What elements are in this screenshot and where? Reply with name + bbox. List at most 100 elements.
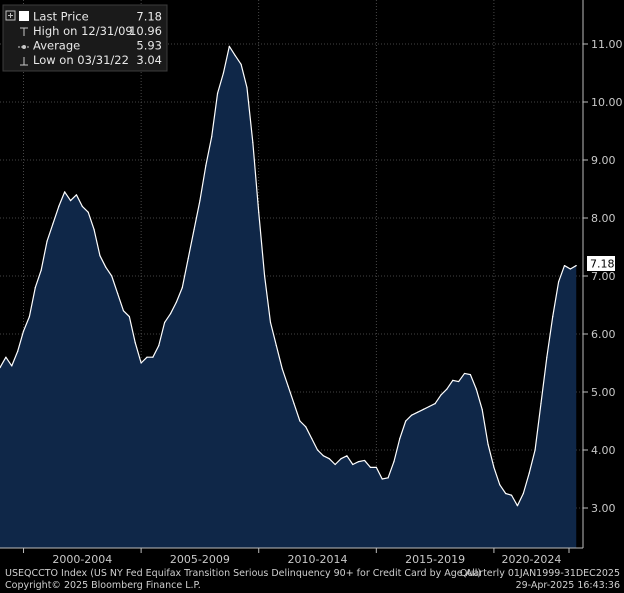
legend-high-value: 10.96 <box>129 24 162 38</box>
data-point <box>499 484 501 486</box>
data-point <box>134 342 136 344</box>
data-point <box>211 136 213 138</box>
footer-copyright: Copyright© 2025 Bloomberg Finance L.P. <box>5 580 201 591</box>
data-point <box>558 281 560 283</box>
y-tick-label: 3.00 <box>591 502 616 515</box>
data-point <box>375 466 377 468</box>
x-tick-label: 2005-2009 <box>170 553 230 566</box>
data-point <box>563 264 566 267</box>
data-point <box>328 458 330 460</box>
data-point <box>111 275 113 277</box>
data-point <box>516 505 519 507</box>
data-point <box>152 356 154 358</box>
area-fill <box>0 46 577 548</box>
data-point <box>246 86 248 89</box>
data-point <box>128 316 130 318</box>
data-point <box>487 443 489 445</box>
data-point <box>52 223 54 225</box>
y-tick-label: 5.00 <box>591 386 616 399</box>
data-point <box>422 408 424 410</box>
legend-last-label: Last Price <box>33 10 89 24</box>
data-point <box>363 459 366 462</box>
data-point <box>28 316 30 318</box>
y-tick-label: 8.00 <box>591 212 616 225</box>
data-point <box>552 316 554 318</box>
x-tick-label: 2000-2004 <box>52 553 112 566</box>
high-marker-icon <box>20 27 28 36</box>
x-tick-label: 2010-2014 <box>288 553 348 566</box>
data-point <box>475 388 477 390</box>
y-tick-label: 9.00 <box>591 154 616 167</box>
footer-index-description: USEQCCTO Index (US NY Fed Equifax Transi… <box>5 568 482 579</box>
data-point <box>5 356 7 358</box>
data-point <box>40 269 42 271</box>
data-point <box>281 368 283 370</box>
y-tick-label: 10.00 <box>591 96 623 109</box>
y-axis: 3.00 4.00 5.00 6.00 7.00 8.00 9.00 10.00 11.00 <box>582 0 623 548</box>
data-point <box>99 255 101 257</box>
data-point <box>58 205 60 207</box>
data-point <box>205 165 207 167</box>
x-tick-label: 2020-2024 <box>501 553 561 566</box>
data-point <box>334 463 336 466</box>
data-point <box>469 374 471 376</box>
legend-box <box>2 4 168 72</box>
y-tick-label: 11.00 <box>591 38 623 51</box>
data-point <box>316 449 319 451</box>
data-point <box>122 310 125 312</box>
footer-frequency-range: Quarterly 01JAN1999-31DEC2025 <box>459 568 620 579</box>
data-point <box>369 466 372 468</box>
data-point <box>293 403 295 405</box>
data-point <box>534 449 536 451</box>
data-point <box>358 461 360 463</box>
last-value-tag-box <box>587 256 615 271</box>
last-price-swatch-icon <box>19 11 29 21</box>
legend-low-label: Low on 03/31/22 <box>33 53 129 67</box>
data-point <box>175 301 177 303</box>
data-point <box>117 292 119 294</box>
data-point <box>228 45 230 47</box>
data-point <box>569 268 571 270</box>
x-axis: 2000-2004 2005-2009 2010-2014 2015-2019 2020… <box>0 547 583 566</box>
data-point <box>146 356 148 358</box>
x-tick-label: 2015-2019 <box>405 553 465 566</box>
data-point <box>299 420 301 422</box>
data-point <box>575 264 577 267</box>
data-point <box>252 142 254 144</box>
data-point <box>540 403 542 405</box>
data-point <box>305 426 307 428</box>
data-point <box>458 380 460 383</box>
data-point <box>387 477 389 479</box>
data-point <box>87 211 89 213</box>
data-point <box>264 275 266 277</box>
data-point <box>346 455 348 457</box>
data-point <box>481 408 483 410</box>
y-tick-label: 6.00 <box>591 328 616 341</box>
data-point <box>287 385 289 387</box>
y-tick-label: 7.00 <box>591 270 616 283</box>
data-point <box>75 194 78 196</box>
data-point <box>17 350 19 352</box>
data-point <box>158 345 160 347</box>
data-point <box>46 240 48 242</box>
data-point <box>428 405 430 408</box>
collapse-icon[interactable] <box>5 10 16 21</box>
y-tick-label: 4.00 <box>591 444 616 457</box>
data-point <box>0 367 1 369</box>
data-point <box>322 455 324 457</box>
data-point <box>199 200 201 202</box>
data-point <box>64 191 66 193</box>
data-point <box>393 461 395 463</box>
data-point <box>169 313 172 315</box>
legend-last-value: 7.18 <box>136 10 162 24</box>
data-point <box>381 478 383 480</box>
data-point <box>352 463 354 466</box>
legend-low-value: 3.04 <box>136 53 162 67</box>
data-point <box>505 492 507 495</box>
data-point <box>216 92 219 94</box>
data-point <box>452 379 454 381</box>
data-point <box>269 321 272 323</box>
last-value-tag: 7.18 <box>587 256 615 271</box>
data-point <box>222 72 225 74</box>
